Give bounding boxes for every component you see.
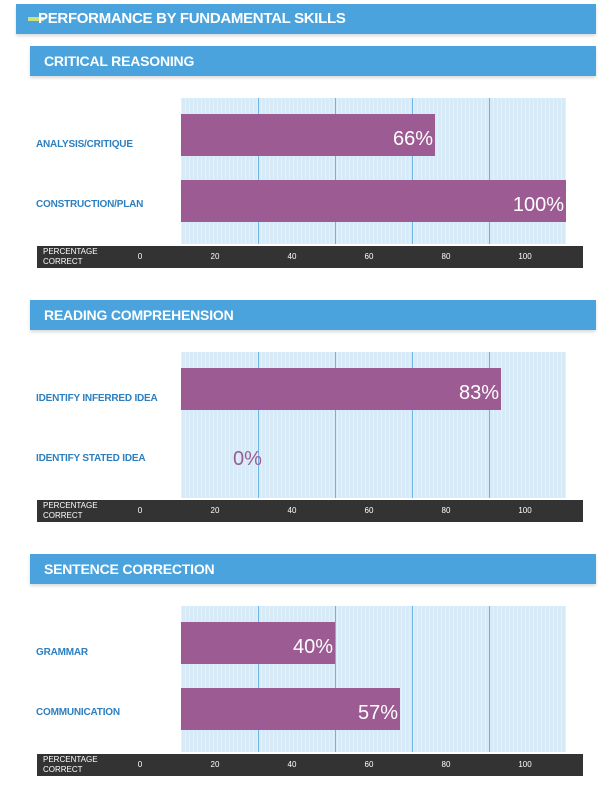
x-tick-label: 60 [364,252,374,261]
section-header: READING COMPREHENSION [30,300,596,330]
category-label: GRAMMAR [36,647,88,658]
category-label: CONSTRUCTION/PLAN [36,199,144,210]
grid-line [258,606,259,752]
category-label: IDENTIFY INFERRED IDEA [36,393,158,404]
axis-title-line2: CORRECT [43,257,83,266]
x-tick-label: 60 [364,506,374,515]
bar-value-label: 0% [233,448,262,470]
category-label: COMMUNICATION [36,707,120,718]
category-label: ANALYSIS/CRITIQUE [36,139,133,150]
x-tick-label: 80 [441,760,451,769]
grid-line [412,98,413,244]
grid-line [258,352,259,498]
section-header: SENTENCE CORRECTION [30,554,596,584]
x-tick-label: 100 [518,506,532,515]
plot-area: 40% 57% [181,606,566,752]
x-tick-label: 100 [518,760,532,769]
x-tick-label: 80 [441,506,451,515]
bar-value-label: 83% [458,382,499,404]
axis-title: PERCENTAGE CORRECT [43,501,103,521]
x-axis: PERCENTAGE CORRECT 0 20 40 60 80 100 [37,500,583,522]
x-tick-label: 40 [287,506,297,515]
grid-line [335,352,336,498]
x-tick-label: 80 [441,252,451,261]
grid-line [412,352,413,498]
page-title: PERFORMANCE BY FUNDAMENTAL SKILLS [38,10,346,27]
grid-line [335,606,336,752]
axis-title-line2: CORRECT [43,511,83,520]
header-accent [28,17,44,21]
bar [181,368,501,410]
grid-line [489,606,490,752]
x-tick-label: 0 [137,252,143,261]
bar-value-label: 57% [357,702,398,724]
grid-line [412,606,413,752]
category-label: IDENTIFY STATED IDEA [36,453,146,464]
axis-title-line1: PERCENTAGE [43,247,98,256]
x-axis: PERCENTAGE CORRECT 0 20 40 60 80 100 [37,754,583,776]
axis-title: PERCENTAGE CORRECT [43,247,103,267]
plot-area: 83% 0% [181,352,566,498]
bar-value-label: 100% [512,194,564,216]
x-tick-label: 0 [137,760,143,769]
grid-line [335,98,336,244]
axis-title-line1: PERCENTAGE [43,755,98,764]
chart-section: CRITICAL REASONING ANALYSIS/CRITIQUE CONST… [0,46,610,270]
section-title: READING COMPREHENSION [44,307,234,323]
x-tick-label: 60 [364,760,374,769]
grid-line [489,98,490,244]
chart-section: SENTENCE CORRECTION GRAMMAR COMMUNICATION 4… [0,554,610,778]
axis-title-line2: CORRECT [43,765,83,774]
page-header: PERFORMANCE BY FUNDAMENTAL SKILLS [16,4,596,34]
x-tick-label: 20 [210,506,220,515]
bar [181,180,566,222]
section-title: CRITICAL REASONING [44,53,195,69]
x-tick-label: 20 [210,252,220,261]
bar [181,688,400,730]
x-tick-label: 0 [137,506,143,515]
chart-section: READING COMPREHENSION IDENTIFY INFERRED I… [0,300,610,524]
axis-title: PERCENTAGE CORRECT [43,755,103,775]
x-tick-label: 40 [287,760,297,769]
bar [181,622,335,664]
x-tick-label: 20 [210,760,220,769]
grid-line [489,352,490,498]
x-tick-label: 40 [287,252,297,261]
section-header: CRITICAL REASONING [30,46,596,76]
plot-area: 66% 100% [181,98,566,244]
x-axis: PERCENTAGE CORRECT 0 20 40 60 80 100 [37,246,583,268]
bar-value-label: 66% [392,128,433,150]
section-title: SENTENCE CORRECTION [44,561,215,577]
grid-line [258,98,259,244]
axis-title-line1: PERCENTAGE [43,501,98,510]
x-tick-label: 100 [518,252,532,261]
bar [181,114,435,156]
bar-value-label: 40% [292,636,333,658]
